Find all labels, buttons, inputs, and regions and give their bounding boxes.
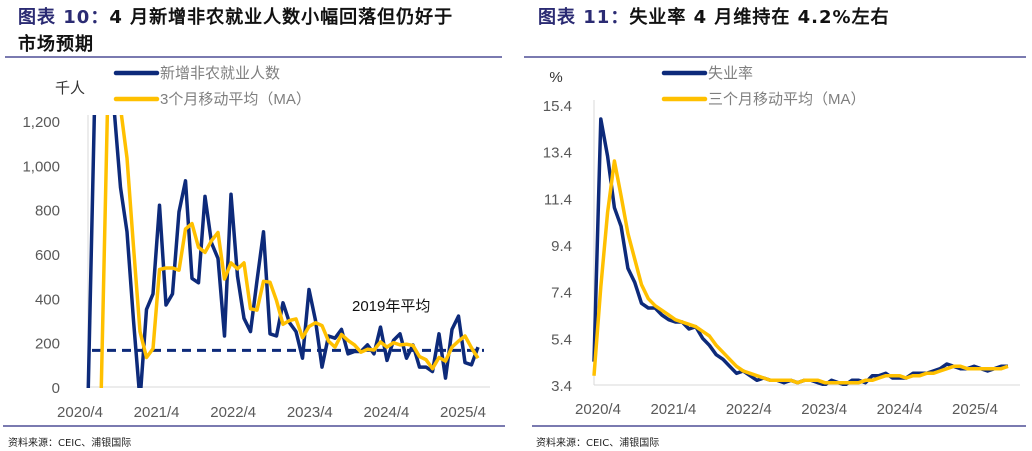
y-tick-label: 7.4 <box>551 285 572 302</box>
figure-11-title: 图表 11：失业率 4 月维持在 4.2%左右 <box>538 4 890 31</box>
figure-11-source: 资料来源：CEIC、浦银国际 <box>536 438 660 449</box>
x-tick-label: 2024/4 <box>363 404 409 421</box>
legend-label: 三个月移动平均（MA） <box>708 91 866 108</box>
title-divider <box>5 56 502 58</box>
y-tick-label: 0 <box>52 380 60 397</box>
y-tick-label: 13.4 <box>543 145 572 162</box>
y-tick-label: 15.4 <box>543 98 572 115</box>
y-tick-label: 3.4 <box>551 378 572 395</box>
x-tick-label: 2025/4 <box>440 404 486 421</box>
x-tick-label: 2021/4 <box>650 401 696 418</box>
y-tick-label: 800 <box>35 203 60 220</box>
x-tick-label: 2020/4 <box>57 404 103 421</box>
x-tick-label: 2022/4 <box>210 404 256 421</box>
series-line-main <box>592 117 1008 386</box>
figure-10-number: 图表 10： <box>18 7 110 28</box>
x-tick-label: 2022/4 <box>726 401 772 418</box>
y-tick-label: 5.4 <box>551 331 572 348</box>
y-axis-unit-label: 千人 <box>55 80 85 97</box>
title-divider <box>524 56 1026 58</box>
figure-11-title-text: 失业率 4 月维持在 4.2%左右 <box>629 7 890 28</box>
y-tick-label: 200 <box>35 336 60 353</box>
y-tick-label: 1,000 <box>22 158 60 175</box>
x-tick-label: 2025/4 <box>952 401 998 418</box>
x-tick-label: 2024/4 <box>877 401 923 418</box>
y-tick-label: 1,200 <box>22 114 60 131</box>
figure-10-title-text: 4 月新增非农就业人数小幅回落但仍好于 <box>109 7 454 28</box>
legend-label: 新增非农就业人数 <box>160 65 280 82</box>
x-tick-label: 2023/4 <box>287 404 333 421</box>
y-axis-unit-label: % <box>549 69 562 86</box>
figure-11: 图表 11：失业率 4 月维持在 4.2%左右 资料来源：CEIC、浦银国际 <box>516 0 1032 451</box>
figure-10-source: 资料来源：CEIC、浦银国际 <box>8 438 132 449</box>
chart-11: % 3.4 5.4 7.4 9.4 11.4 13.4 15.4 2020/4 2021/4 202… <box>543 65 1020 418</box>
footer-divider <box>532 425 1026 427</box>
y-tick-label: 400 <box>35 291 60 308</box>
figure-10-title-text-line2: 市场预期 <box>18 34 94 55</box>
figure-11-number: 图表 11： <box>538 7 630 28</box>
figure-10-title: 图表 10：4 月新增非农就业人数小幅回落但仍好于 市场预期 <box>18 4 453 58</box>
x-tick-label: 2020/4 <box>575 401 621 418</box>
footer-divider <box>3 425 505 427</box>
y-tick-label: 11.4 <box>544 191 572 208</box>
legend-label: 3个月移动平均（MA） <box>160 91 311 108</box>
legend-label: 失业率 <box>708 65 753 82</box>
chart-10: 千人 0 200 400 600 800 1,000 1,200 2020/4 2021/4 202… <box>22 65 490 421</box>
x-tick-label: 2021/4 <box>134 404 180 421</box>
y-tick-label: 9.4 <box>551 238 572 255</box>
x-tick-label: 2023/4 <box>801 401 847 418</box>
y-tick-label: 600 <box>35 247 60 264</box>
series-line-moving-average <box>592 159 1009 385</box>
reference-line-label: 2019年平均 <box>352 298 430 315</box>
series-line-moving-average <box>99 115 480 388</box>
figure-10: 图表 10：4 月新增非农就业人数小幅回落但仍好于 市场预期 资料来源：CEIC… <box>3 4 505 449</box>
